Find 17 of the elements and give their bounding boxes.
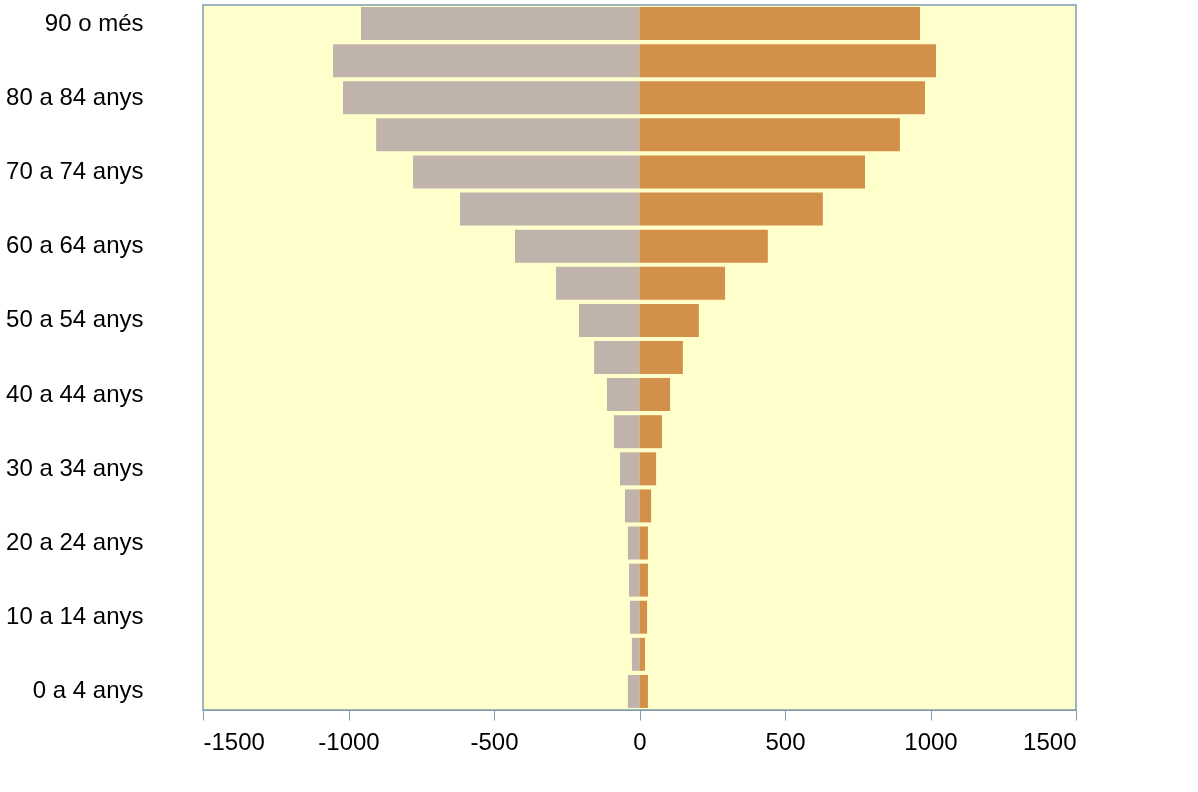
y-tick-label: 0 a 4 anys	[32, 676, 144, 704]
x-tick-label: 500	[765, 727, 806, 755]
x-tick-label: 1000	[904, 727, 958, 755]
y-tick-label: 80 a 84 anys	[6, 82, 144, 110]
y-tick-label: 30 a 34 anys	[6, 453, 144, 481]
x-tick-label: -1500	[203, 727, 265, 755]
y-tick-label: 50 a 54 anys	[6, 305, 144, 333]
y-tick-label: 90 o més	[44, 8, 144, 36]
x-tick-label: -500	[470, 727, 519, 755]
x-tick-label: -1000	[318, 727, 380, 755]
y-tick-label: 10 a 14 anys	[6, 602, 144, 630]
y-tick-label: 60 a 64 anys	[6, 231, 144, 259]
y-tick-label: 70 a 74 anys	[6, 156, 144, 184]
y-tick-label: 20 a 24 anys	[6, 528, 144, 556]
x-tick-label: 1500	[1023, 727, 1077, 755]
y-tick-label: 40 a 44 anys	[6, 379, 144, 407]
x-tick-label: 0	[633, 727, 647, 755]
